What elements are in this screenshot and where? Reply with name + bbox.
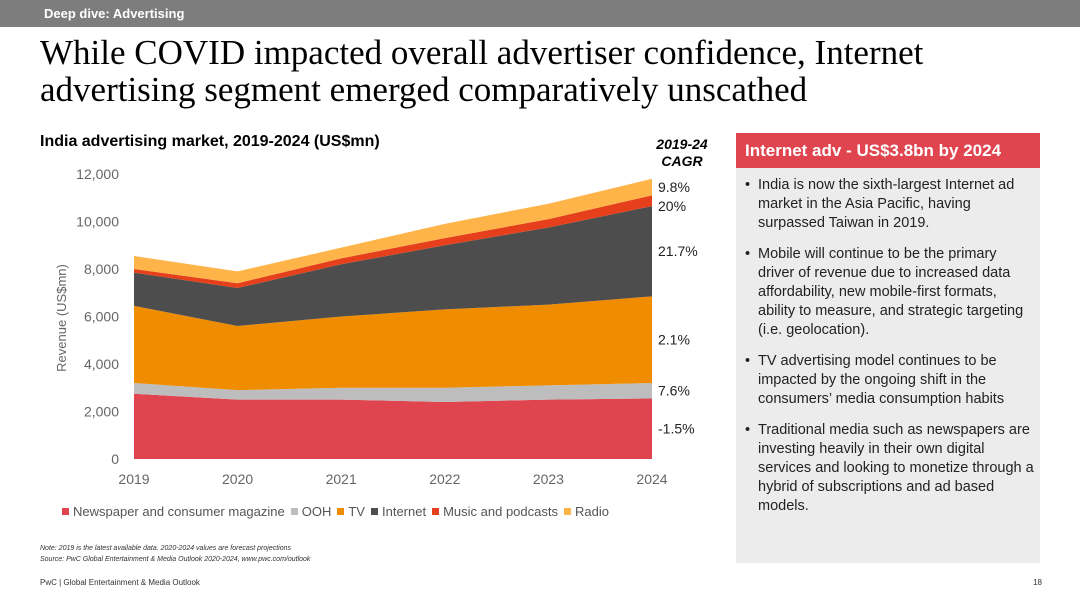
x-tick-label: 2021 (326, 471, 357, 487)
bullet-item: TV advertising model continues to be imp… (744, 352, 1034, 409)
legend-item: TV (337, 504, 365, 519)
legend-swatch (563, 508, 571, 515)
y-axis-label: Revenue (US$mn) (54, 264, 69, 372)
legend-swatch (337, 508, 345, 515)
x-tick-label: 2019 (118, 471, 149, 487)
x-tick-label: 2024 (636, 471, 667, 487)
x-tick-label: 2022 (429, 471, 460, 487)
panel-heading: Internet adv - US$3.8bn by 2024 (745, 141, 1002, 160)
note-text: Note: 2019 is the latest available data.… (40, 545, 291, 552)
y-tick-label: 12,000 (76, 166, 119, 182)
cagr-labels: 9.8% 20% 21.7% 2.1% 7.6% -1.5% (658, 179, 698, 437)
cagr-label: 2.1% (658, 332, 690, 348)
legend-label: OOH (301, 504, 332, 519)
legend-swatch (290, 508, 298, 515)
section-label: Deep dive: Advertising (44, 6, 185, 21)
legend-label: TV (348, 504, 365, 519)
legend-label: Music and podcasts (443, 504, 558, 519)
y-tick-label: 6,000 (84, 309, 119, 325)
area-radio (134, 178, 652, 284)
x-tick-label: 2023 (533, 471, 564, 487)
y-tick-label: 8,000 (84, 261, 119, 277)
legend-item: OOH (290, 504, 332, 519)
y-tick-label: 10,000 (76, 214, 119, 230)
page-number: 18 (1033, 578, 1042, 587)
cagr-label: 9.8% (658, 179, 690, 195)
area-tv (134, 296, 652, 391)
legend-item: Radio (563, 504, 609, 519)
area-ooh (134, 383, 652, 402)
area-internet (134, 206, 652, 326)
notes: Note: 2019 is the latest available data.… (40, 543, 310, 565)
cagr-header: 2019-24 CAGR (656, 136, 708, 169)
chart-legend: Newspaper and consumer magazine OOH TV Inte… (62, 504, 615, 519)
legend-swatch (432, 508, 440, 515)
bullet-item: Mobile will continue to be the primary d… (744, 245, 1034, 340)
legend-label: Internet (381, 504, 427, 519)
x-axis-ticks: 2019 2020 2021 2022 2023 2024 (118, 471, 667, 487)
bullet-item: India is now the sixth-largest Internet … (744, 176, 1034, 233)
x-tick-label: 2020 (222, 471, 253, 487)
y-axis-ticks: 0 2,000 4,000 6,000 8,000 10,000 12,000 (76, 166, 119, 467)
slide-title: While COVID impacted overall advertiser … (40, 33, 924, 109)
source-text: Source: PwC Global Entertainment & Media… (40, 556, 311, 563)
cagr-label: 7.6% (658, 383, 690, 399)
y-tick-label: 0 (111, 451, 119, 467)
area-newspaper-and-consumer-magazine (134, 393, 652, 459)
chart-areas (134, 178, 652, 459)
legend-item: Internet (370, 504, 427, 519)
footer-text: PwC | Global Entertainment & Media Outlo… (40, 578, 200, 587)
y-tick-label: 4,000 (84, 356, 119, 372)
cagr-label: -1.5% (658, 421, 695, 437)
cagr-label: 20% (658, 198, 686, 214)
legend-swatch (370, 508, 378, 515)
area-music-and-podcasts (134, 195, 652, 288)
bullet-item: Traditional media such as newspapers are… (744, 421, 1034, 516)
legend-item: Newspaper and consumer magazine (62, 504, 285, 519)
panel-header: Internet adv - US$3.8bn by 2024 (736, 133, 1040, 168)
section-header-bar: Deep dive: Advertising (0, 0, 1080, 27)
legend-swatch (62, 508, 69, 515)
bullet-list: India is now the sixth-largest Internet … (744, 176, 1034, 528)
info-panel: Internet adv - US$3.8bn by 2024 India is… (736, 133, 1040, 563)
legend-label: Newspaper and consumer magazine (73, 504, 285, 519)
legend-item: Music and podcasts (432, 504, 558, 519)
cagr-label: 21.7% (658, 243, 698, 259)
chart-title: India advertising market, 2019-2024 (US$… (40, 133, 380, 150)
legend-label: Radio (574, 504, 609, 519)
y-tick-label: 2,000 (84, 404, 119, 420)
